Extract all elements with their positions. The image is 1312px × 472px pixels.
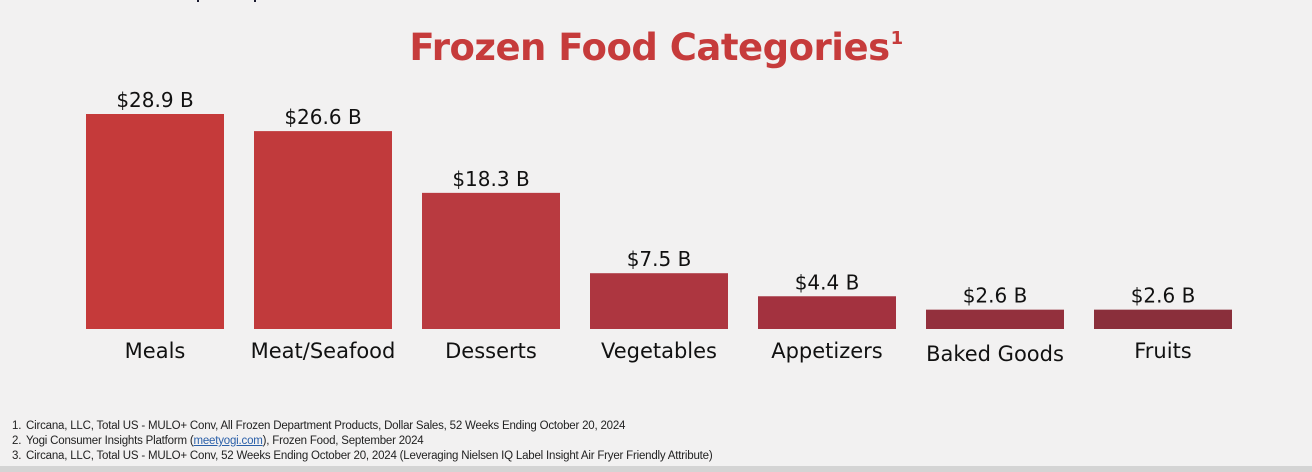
value-label: $28.9 B	[116, 88, 193, 112]
bar-appetizers	[758, 296, 896, 329]
value-label: $2.6 B	[1131, 284, 1196, 308]
footnote-number: 1.	[12, 420, 22, 432]
footnotes: 1. Circana, LLC, Total US - MULO+ Conv, A…	[12, 419, 1302, 464]
bar-vegetables	[590, 273, 728, 329]
category-label: Fruits	[1134, 339, 1192, 363]
bar-fruits	[1094, 309, 1232, 329]
category-label: Appetizers	[771, 339, 883, 363]
bar-meals	[86, 114, 224, 329]
value-labels-group: $28.9 B $26.6 B $18.3 B $7.5 B $4.4 B $2.6 B $…	[116, 88, 1195, 308]
footnote-number: 2.	[12, 435, 22, 447]
value-label: $7.5 B	[627, 247, 692, 271]
footnote-text-after: ), Frozen Food, September 2024	[262, 435, 424, 447]
value-label: $26.6 B	[284, 105, 361, 129]
footnote-1: 1. Circana, LLC, Total US - MULO+ Conv, A…	[12, 419, 1302, 434]
category-label: Desserts	[445, 339, 537, 363]
footnote-3: 3. Circana, LLC, Total US - MULO+ Conv, 5…	[12, 449, 1302, 464]
bars-group	[86, 114, 1232, 329]
bar-chart: $28.9 B $26.6 B $18.3 B $7.5 B $4.4 B $2.6 B $…	[86, 88, 1232, 366]
cutoff-heading-fragment	[60, 0, 480, 2]
value-label: $4.4 B	[795, 270, 860, 294]
footnote-text: Circana, LLC, Total US - MULO+ Conv, 52 …	[26, 450, 713, 462]
meetyogi-link[interactable]: meetyogi.com	[193, 435, 263, 447]
chart-title: Frozen Food Categories1	[0, 26, 1312, 69]
footnote-2: 2. Yogi Consumer Insights Platform (meety…	[12, 434, 1302, 449]
category-label: Meals	[125, 339, 186, 363]
category-labels-group: Meals Meat/Seafood Desserts Vegetables Appet…	[125, 339, 1192, 366]
chart-title-footnote-ref: 1	[890, 28, 904, 49]
chart-title-text: Frozen Food Categories	[409, 26, 890, 69]
value-label: $2.6 B	[963, 284, 1028, 308]
bottom-divider	[0, 466, 1312, 472]
bar-desserts	[422, 192, 560, 329]
footnote-text: Circana, LLC, Total US - MULO+ Conv, All…	[26, 420, 626, 432]
bar-baked-goods	[926, 309, 1064, 329]
footnote-text-before: Yogi Consumer Insights Platform (	[26, 435, 194, 447]
category-label: Meat/Seafood	[251, 339, 396, 363]
value-label: $18.3 B	[452, 167, 529, 191]
bar-meat-seafood	[254, 131, 392, 329]
footnote-number: 3.	[12, 450, 22, 462]
category-label: Baked Goods	[926, 342, 1064, 366]
category-label: Vegetables	[601, 339, 717, 363]
